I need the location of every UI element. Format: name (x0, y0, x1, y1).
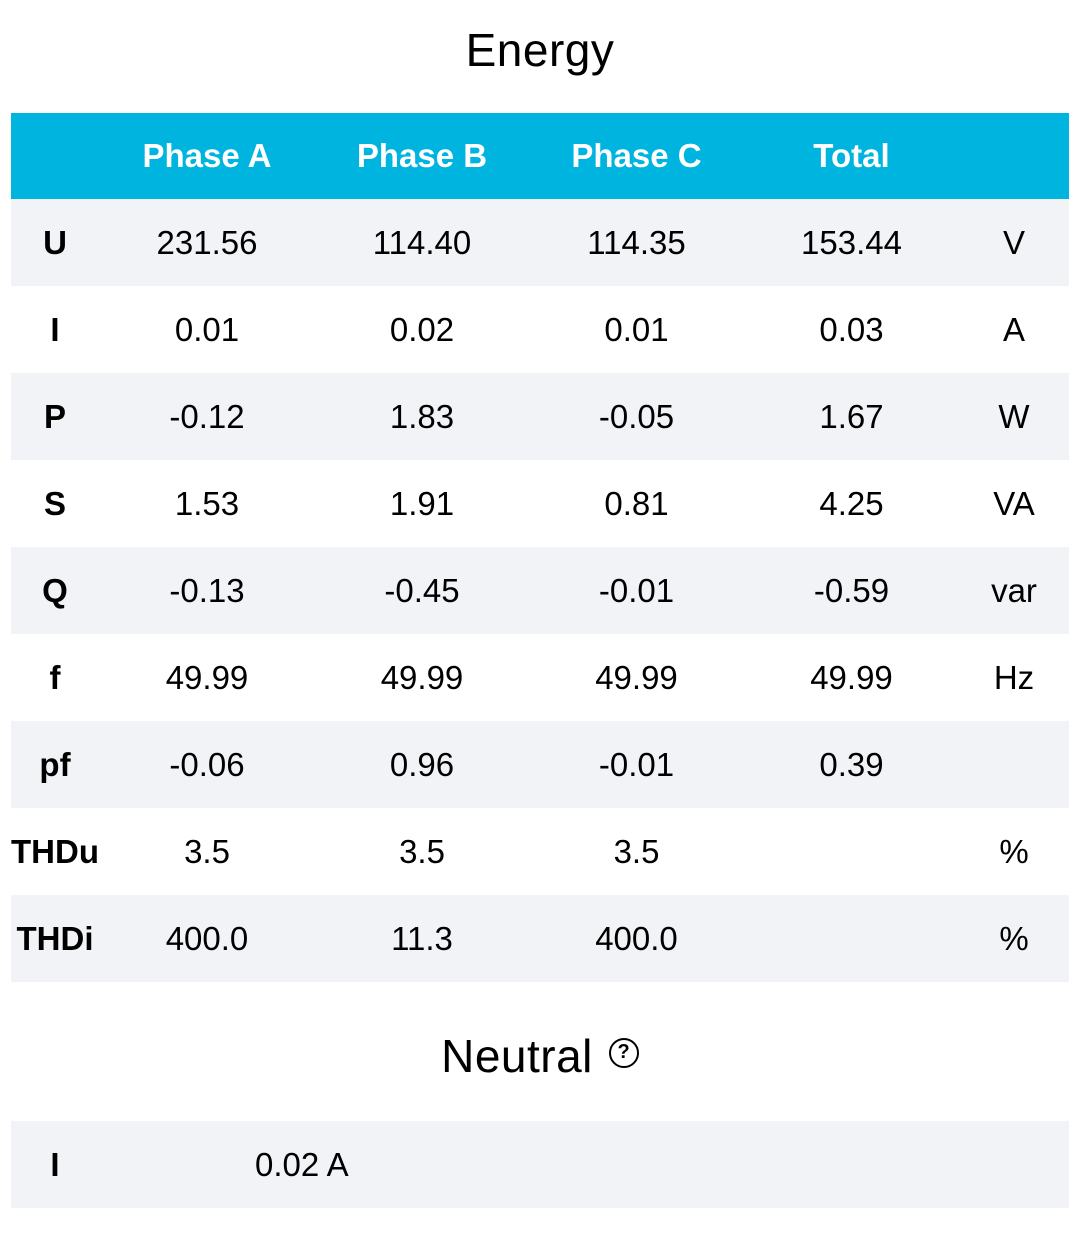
total-value (744, 895, 959, 982)
row-label: f (49, 658, 61, 696)
phase-b-value: 114.40 (372, 223, 472, 261)
table-row-q: Q -0.13 -0.45 -0.01 -0.59 var (11, 547, 1069, 634)
total-value: 0.39 (819, 745, 884, 783)
total-value: 153.44 (801, 223, 902, 261)
total-value: -0.59 (813, 571, 890, 609)
neutral-current-value: 0.02 A (255, 1145, 349, 1183)
phase-c-value: -0.01 (598, 745, 675, 783)
row-label: P (43, 397, 66, 435)
phase-c-value: 3.5 (613, 832, 660, 870)
phase-a-value: -0.13 (169, 571, 245, 609)
row-label: I (50, 1145, 60, 1183)
header-phase-b: Phase B (356, 137, 488, 174)
phase-a-value: 1.53 (174, 484, 240, 522)
row-label: THDi (16, 919, 94, 957)
phase-a-value: 49.99 (165, 658, 249, 696)
phase-b-value: 1.91 (389, 484, 455, 522)
neutral-title: Neutral (441, 1030, 593, 1082)
row-label: pf (39, 745, 71, 783)
unit-label (959, 721, 1069, 808)
phase-c-value: 400.0 (595, 919, 678, 957)
table-row-i: I 0.01 0.02 0.01 0.03 A (11, 286, 1069, 373)
unit-label: V (1002, 223, 1025, 261)
row-label: S (43, 484, 66, 522)
energy-title: Energy (465, 24, 615, 76)
phase-a-value: 231.56 (156, 223, 258, 261)
table-row-u: U 231.56 114.40 114.35 153.44 V (11, 199, 1069, 286)
phase-a-value: 3.5 (184, 832, 230, 870)
header-phase-c: Phase C (571, 137, 702, 174)
table-row-pf: pf -0.06 0.96 -0.01 0.39 (11, 721, 1069, 808)
phase-c-value: 0.81 (604, 484, 669, 522)
phase-b-value: 1.83 (389, 397, 455, 435)
phase-c-value: 0.01 (604, 310, 669, 348)
phase-b-value: 0.96 (389, 745, 455, 783)
phase-a-value: 400.0 (165, 919, 249, 957)
unit-label: A (1002, 310, 1025, 348)
total-value: 1.67 (819, 397, 884, 435)
phase-a-value: -0.06 (169, 745, 245, 783)
phase-c-value: 49.99 (595, 658, 678, 696)
header-label-col (11, 113, 99, 199)
phase-a-value: 0.01 (174, 310, 240, 348)
row-label: Q (42, 571, 68, 609)
phase-b-value: 0.02 (389, 310, 455, 348)
phase-a-value: -0.12 (169, 397, 245, 435)
header-unit-col (959, 113, 1069, 199)
phase-b-value: -0.45 (384, 571, 460, 609)
table-row-f: f 49.99 49.99 49.99 49.99 Hz (11, 634, 1069, 721)
header-total: Total (813, 137, 890, 174)
table-row-neutral-i: I 0.02 A (11, 1121, 1069, 1208)
row-label: THDu (11, 832, 99, 870)
table-row-s: S 1.53 1.91 0.81 4.25 VA (11, 460, 1069, 547)
table-row-thdu: THDu 3.5 3.5 3.5 % (11, 808, 1069, 895)
energy-table: Phase A Phase B Phase C Total U 231.56 1… (11, 113, 1069, 982)
total-value (744, 808, 959, 895)
help-circle-icon[interactable]: ? (608, 1038, 639, 1068)
header-phase-a: Phase A (142, 137, 272, 174)
unit-label: % (999, 919, 1029, 957)
total-value: 0.03 (819, 310, 884, 348)
unit-label: % (999, 832, 1029, 870)
phase-b-value: 49.99 (380, 658, 464, 696)
phase-b-value: 11.3 (391, 919, 453, 957)
total-value: 4.25 (819, 484, 884, 522)
row-label: I (50, 310, 60, 348)
phase-c-value: 114.35 (587, 223, 686, 261)
row-label: U (43, 223, 67, 261)
phase-c-value: -0.01 (598, 571, 675, 609)
unit-label: var (991, 571, 1037, 609)
table-row-p: P -0.12 1.83 -0.05 1.67 W (11, 373, 1069, 460)
total-value: 49.99 (810, 658, 893, 696)
phase-c-value: -0.05 (598, 397, 675, 435)
unit-label: W (998, 397, 1030, 435)
energy-table-header: Phase A Phase B Phase C Total (11, 113, 1069, 199)
unit-label: Hz (993, 658, 1035, 696)
phase-b-value: 3.5 (399, 832, 445, 870)
table-row-thdi: THDi 400.0 11.3 400.0 % (11, 895, 1069, 982)
neutral-heading: Neutral? (0, 1026, 1080, 1086)
neutral-table: I 0.02 A (11, 1121, 1069, 1208)
unit-label: VA (993, 484, 1035, 522)
